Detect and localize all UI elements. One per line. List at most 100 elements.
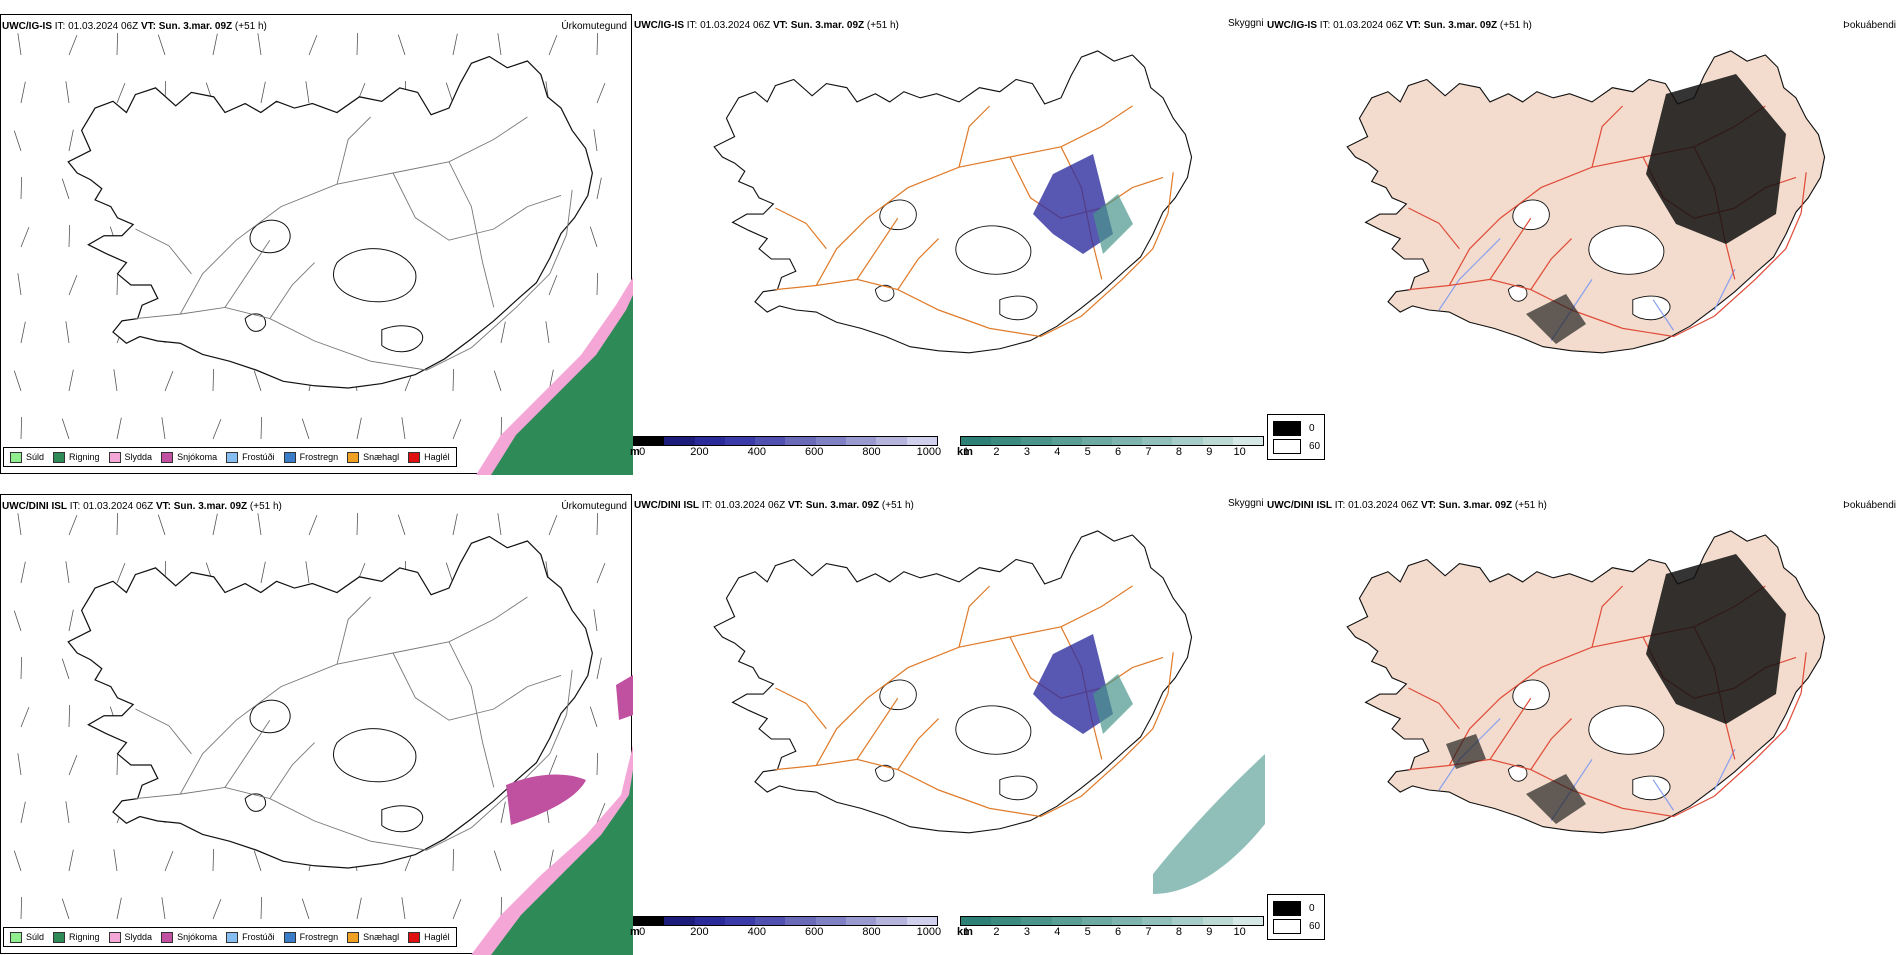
legend-item: Haglél <box>408 931 450 943</box>
legend-swatch <box>283 931 296 943</box>
fog-legend-swatch <box>1273 439 1301 454</box>
fog-legend-swatch <box>1273 421 1301 436</box>
legend-label: Snæhagl <box>363 932 400 942</box>
legend-swatch <box>347 931 360 943</box>
colorbar-tick-label: 800 <box>862 446 881 458</box>
panel-header: UWC/DINI ISL IT: 01.03.2024 06Z VT: Sun.… <box>634 500 914 511</box>
precip-legend: Súld Rigning Slydda Snjókoma Frostúði Frostre… <box>3 447 457 467</box>
precip-panel-row2: UWC/DINI ISL IT: 01.03.2024 06Z VT: Sun.… <box>0 494 633 955</box>
fog-legend-label: 60 <box>1309 921 1321 932</box>
glacier-outline <box>381 805 424 833</box>
colorbar-tick-label: 600 <box>804 446 824 458</box>
colorbar-tick-label: 7 <box>1145 446 1152 458</box>
glacier-outline <box>879 679 917 711</box>
fog-legend-item: 0 <box>1273 421 1315 436</box>
legend-item: Súld <box>10 451 45 463</box>
glacier-outline <box>879 199 917 231</box>
glacier-outline <box>381 325 424 353</box>
fog-legend-label: 0 <box>1309 423 1315 434</box>
fog-legend-item: 60 <box>1273 439 1320 454</box>
fog-legend-item: 0 <box>1273 901 1315 916</box>
sky-panel-row1: UWC/IG-IS IT: 01.03.2024 06Z VT: Sun. 3.… <box>633 14 1265 474</box>
sky-panel-row2: UWC/DINI ISL IT: 01.03.2024 06Z VT: Sun.… <box>633 494 1265 954</box>
colorbar-tick-label: 5 <box>1084 926 1091 938</box>
colorbar-unit: km <box>957 446 973 458</box>
colorbar-tick-label: 3 <box>1023 446 1030 458</box>
legend-item: Snæhagl <box>347 451 399 463</box>
legend-label: Snjókoma <box>177 932 218 942</box>
legend-label: Frostúði <box>242 452 275 462</box>
colorbar-tick-label: 1000 <box>916 926 942 938</box>
fog-legend-row1: 0 60 <box>1267 414 1325 460</box>
visibility-area <box>1033 634 1265 894</box>
colorbar-strip <box>960 916 1264 926</box>
legend-item: Rigning <box>53 451 100 463</box>
legend-item: Rigning <box>53 931 100 943</box>
precip-map <box>13 513 633 955</box>
legend-label: Rigning <box>69 452 100 462</box>
legend-item: Frostúði <box>226 931 275 943</box>
legend-label: Snjókoma <box>177 452 218 462</box>
legend-label: Haglél <box>424 452 450 462</box>
legend-swatch <box>108 451 121 463</box>
coastline <box>713 530 1193 834</box>
colorbar-tick-label: 200 <box>690 926 709 938</box>
colorbar-unit: m <box>630 446 640 458</box>
fog-title: Þokuábendi <box>1843 20 1896 31</box>
iceland-map <box>67 535 593 869</box>
precip-title: Úrkomutegund <box>561 21 627 32</box>
panel-header: UWC/IG-IS IT: 01.03.2024 06Z VT: Sun. 3.… <box>634 20 899 31</box>
fog-legend-item: 60 <box>1273 919 1320 934</box>
fog-indicator-area <box>1526 74 1786 344</box>
colorbar-strip <box>633 436 938 446</box>
legend-label: Haglél <box>424 932 450 942</box>
legend-swatch <box>108 931 121 943</box>
colorbar-ticks: 0 200 400 600 800 1000 <box>633 926 942 940</box>
legend-label: Frostregn <box>299 932 339 942</box>
colorbar-ticks: 1 2 3 4 5 6 7 8 9 10 <box>960 926 1264 940</box>
legend-swatch <box>408 451 421 463</box>
colorbar-m-row1: 0 200 400 600 800 1000 m <box>630 436 941 466</box>
legend-swatch <box>226 931 239 943</box>
colorbar-unit: km <box>957 926 973 938</box>
legend-item: Slydda <box>108 451 152 463</box>
colorbar-km-row1: 1 2 3 4 5 6 7 8 9 10 km <box>957 436 1264 466</box>
colorbar-tick-label: 2 <box>993 926 1000 938</box>
glacier-outline <box>999 775 1038 801</box>
glacier-outline <box>333 728 417 783</box>
colorbar-tick-label: 1 <box>963 926 970 938</box>
glacier-outline <box>1512 199 1550 231</box>
colorbar-tick-label: 4 <box>1054 926 1061 938</box>
legend-swatch <box>10 451 22 463</box>
colorbar-tick-label: 800 <box>862 926 881 938</box>
precip-title: Úrkomutegund <box>561 501 627 512</box>
legend-swatch <box>161 931 174 943</box>
glacier-outline <box>1588 705 1665 755</box>
panel-header: UWC/IG-IS IT: 01.03.2024 06Z VT: Sun. 3.… <box>2 21 267 32</box>
legend-item: Slydda <box>108 931 153 943</box>
precip-legend: Súld Rigning Slydda Snjókoma Frostúði Frostre… <box>3 927 457 947</box>
glacier-outline <box>1632 775 1671 801</box>
colorbar-tick-label: 400 <box>747 446 767 458</box>
glacier-outline <box>249 699 291 734</box>
roads <box>135 116 573 371</box>
precip-panel-row1: UWC/IG-IS IT: 01.03.2024 06Z VT: Sun. 3.… <box>0 14 633 475</box>
fog-legend-swatch <box>1273 901 1301 916</box>
legend-label: Súld <box>26 932 45 942</box>
colorbar-tick-label: 6 <box>1115 926 1122 938</box>
legend-label: Súld <box>26 452 45 462</box>
fog-legend-row2: 0 60 <box>1267 894 1325 940</box>
colorbar-tick-label: 400 <box>747 926 767 938</box>
colorbar-ticks: 0 200 400 600 800 1000 <box>633 446 941 460</box>
legend-label: Slydda <box>124 932 153 942</box>
colorbar-tick-label: 10 <box>1233 446 1246 458</box>
colorbar-tick-label: 0 <box>639 446 646 458</box>
colorbar-tick-label: 0 <box>639 926 646 938</box>
colorbar-tick-label: 6 <box>1115 446 1122 458</box>
sky-title: Skyggni <box>1228 498 1264 509</box>
legend-label: Rigning <box>69 932 100 942</box>
colorbar-tick-label: 8 <box>1175 926 1182 938</box>
colorbar-tick-label: 10 <box>1233 926 1246 938</box>
colorbar-tick-label: 200 <box>690 446 709 458</box>
legend-swatch <box>347 451 360 463</box>
